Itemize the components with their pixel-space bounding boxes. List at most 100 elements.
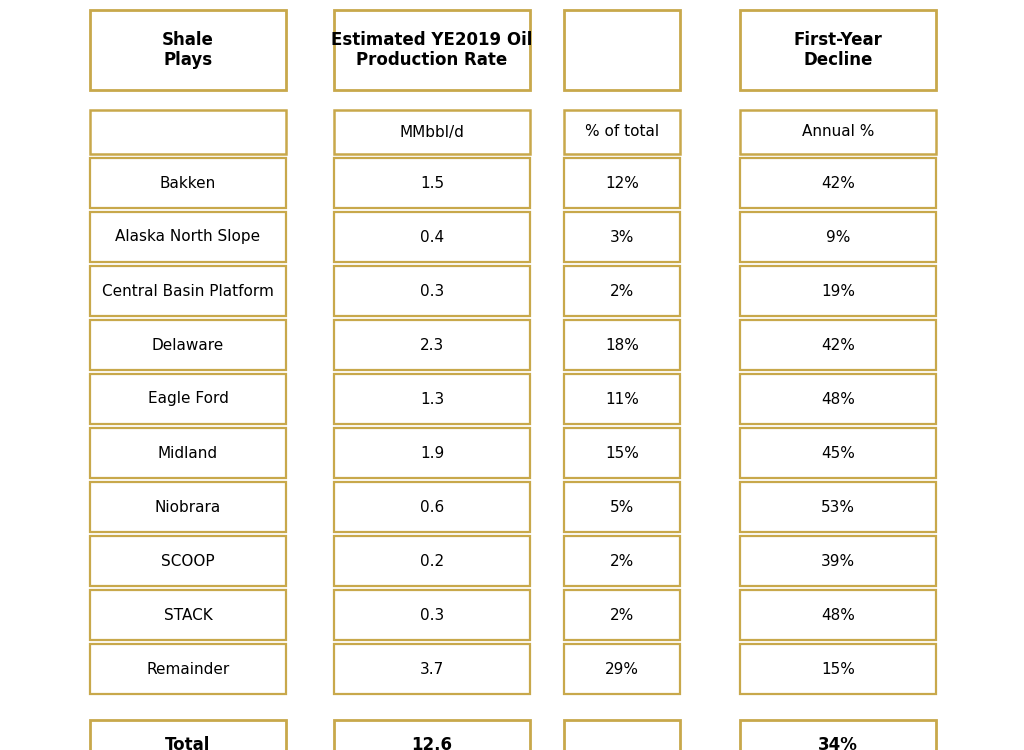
FancyBboxPatch shape <box>90 644 286 694</box>
FancyBboxPatch shape <box>334 158 530 208</box>
Text: Delaware: Delaware <box>152 338 224 352</box>
Text: 0.2: 0.2 <box>420 554 444 568</box>
FancyBboxPatch shape <box>90 536 286 586</box>
Text: Central Basin Platform: Central Basin Platform <box>102 284 274 298</box>
Text: 3.7: 3.7 <box>420 662 444 676</box>
FancyBboxPatch shape <box>334 10 530 90</box>
Text: 2.3: 2.3 <box>420 338 444 352</box>
Text: 1.3: 1.3 <box>420 392 444 406</box>
FancyBboxPatch shape <box>90 10 286 90</box>
Text: 3%: 3% <box>610 230 634 244</box>
Text: 0.6: 0.6 <box>420 500 444 514</box>
Text: 9%: 9% <box>825 230 850 244</box>
FancyBboxPatch shape <box>740 482 936 532</box>
Text: 12%: 12% <box>605 176 639 190</box>
Text: 15%: 15% <box>821 662 855 676</box>
FancyBboxPatch shape <box>334 482 530 532</box>
FancyBboxPatch shape <box>740 10 936 90</box>
FancyBboxPatch shape <box>564 266 680 316</box>
Text: % of total: % of total <box>585 124 659 140</box>
FancyBboxPatch shape <box>90 212 286 262</box>
FancyBboxPatch shape <box>740 266 936 316</box>
FancyBboxPatch shape <box>90 266 286 316</box>
FancyBboxPatch shape <box>334 374 530 424</box>
FancyBboxPatch shape <box>564 320 680 370</box>
Text: Niobrara: Niobrara <box>155 500 221 514</box>
Text: 1.5: 1.5 <box>420 176 444 190</box>
FancyBboxPatch shape <box>564 428 680 478</box>
FancyBboxPatch shape <box>90 158 286 208</box>
FancyBboxPatch shape <box>90 110 286 154</box>
Text: 2%: 2% <box>610 608 634 622</box>
Text: 0.3: 0.3 <box>420 284 444 298</box>
FancyBboxPatch shape <box>740 536 936 586</box>
FancyBboxPatch shape <box>740 428 936 478</box>
Text: 48%: 48% <box>821 392 855 406</box>
FancyBboxPatch shape <box>564 10 680 90</box>
FancyBboxPatch shape <box>90 590 286 640</box>
FancyBboxPatch shape <box>564 644 680 694</box>
FancyBboxPatch shape <box>740 644 936 694</box>
Text: 2%: 2% <box>610 284 634 298</box>
FancyBboxPatch shape <box>564 212 680 262</box>
FancyBboxPatch shape <box>740 374 936 424</box>
FancyBboxPatch shape <box>334 428 530 478</box>
Text: STACK: STACK <box>164 608 212 622</box>
FancyBboxPatch shape <box>740 110 936 154</box>
FancyBboxPatch shape <box>334 266 530 316</box>
FancyBboxPatch shape <box>740 158 936 208</box>
FancyBboxPatch shape <box>90 320 286 370</box>
FancyBboxPatch shape <box>334 320 530 370</box>
Text: 48%: 48% <box>821 608 855 622</box>
Text: SCOOP: SCOOP <box>161 554 215 568</box>
Text: 2%: 2% <box>610 554 634 568</box>
FancyBboxPatch shape <box>334 720 530 750</box>
FancyBboxPatch shape <box>90 482 286 532</box>
Text: 5%: 5% <box>610 500 634 514</box>
FancyBboxPatch shape <box>334 212 530 262</box>
FancyBboxPatch shape <box>564 374 680 424</box>
Text: 42%: 42% <box>821 338 855 352</box>
Text: 0.3: 0.3 <box>420 608 444 622</box>
Text: MMbbl/d: MMbbl/d <box>399 124 465 140</box>
FancyBboxPatch shape <box>564 720 680 750</box>
FancyBboxPatch shape <box>90 720 286 750</box>
Text: 15%: 15% <box>605 446 639 460</box>
FancyBboxPatch shape <box>334 110 530 154</box>
Text: Total: Total <box>165 736 211 750</box>
FancyBboxPatch shape <box>334 590 530 640</box>
Text: 39%: 39% <box>821 554 855 568</box>
Text: Shale
Plays: Shale Plays <box>162 31 214 70</box>
FancyBboxPatch shape <box>740 212 936 262</box>
FancyBboxPatch shape <box>90 374 286 424</box>
FancyBboxPatch shape <box>564 158 680 208</box>
FancyBboxPatch shape <box>334 536 530 586</box>
Text: First-Year
Decline: First-Year Decline <box>794 31 883 70</box>
FancyBboxPatch shape <box>740 720 936 750</box>
Text: 1.9: 1.9 <box>420 446 444 460</box>
Text: Remainder: Remainder <box>146 662 229 676</box>
Text: 29%: 29% <box>605 662 639 676</box>
Text: 53%: 53% <box>821 500 855 514</box>
FancyBboxPatch shape <box>564 482 680 532</box>
Text: 34%: 34% <box>818 736 858 750</box>
Text: 42%: 42% <box>821 176 855 190</box>
Text: Eagle Ford: Eagle Ford <box>147 392 228 406</box>
Text: Annual %: Annual % <box>802 124 874 140</box>
Text: 19%: 19% <box>821 284 855 298</box>
FancyBboxPatch shape <box>564 110 680 154</box>
Text: Alaska North Slope: Alaska North Slope <box>116 230 260 244</box>
FancyBboxPatch shape <box>564 590 680 640</box>
FancyBboxPatch shape <box>564 536 680 586</box>
Text: Bakken: Bakken <box>160 176 216 190</box>
FancyBboxPatch shape <box>90 428 286 478</box>
Text: 18%: 18% <box>605 338 639 352</box>
FancyBboxPatch shape <box>740 320 936 370</box>
Text: 12.6: 12.6 <box>412 736 453 750</box>
Text: Midland: Midland <box>158 446 218 460</box>
FancyBboxPatch shape <box>334 644 530 694</box>
Text: 45%: 45% <box>821 446 855 460</box>
Text: 0.4: 0.4 <box>420 230 444 244</box>
Text: 11%: 11% <box>605 392 639 406</box>
FancyBboxPatch shape <box>740 590 936 640</box>
